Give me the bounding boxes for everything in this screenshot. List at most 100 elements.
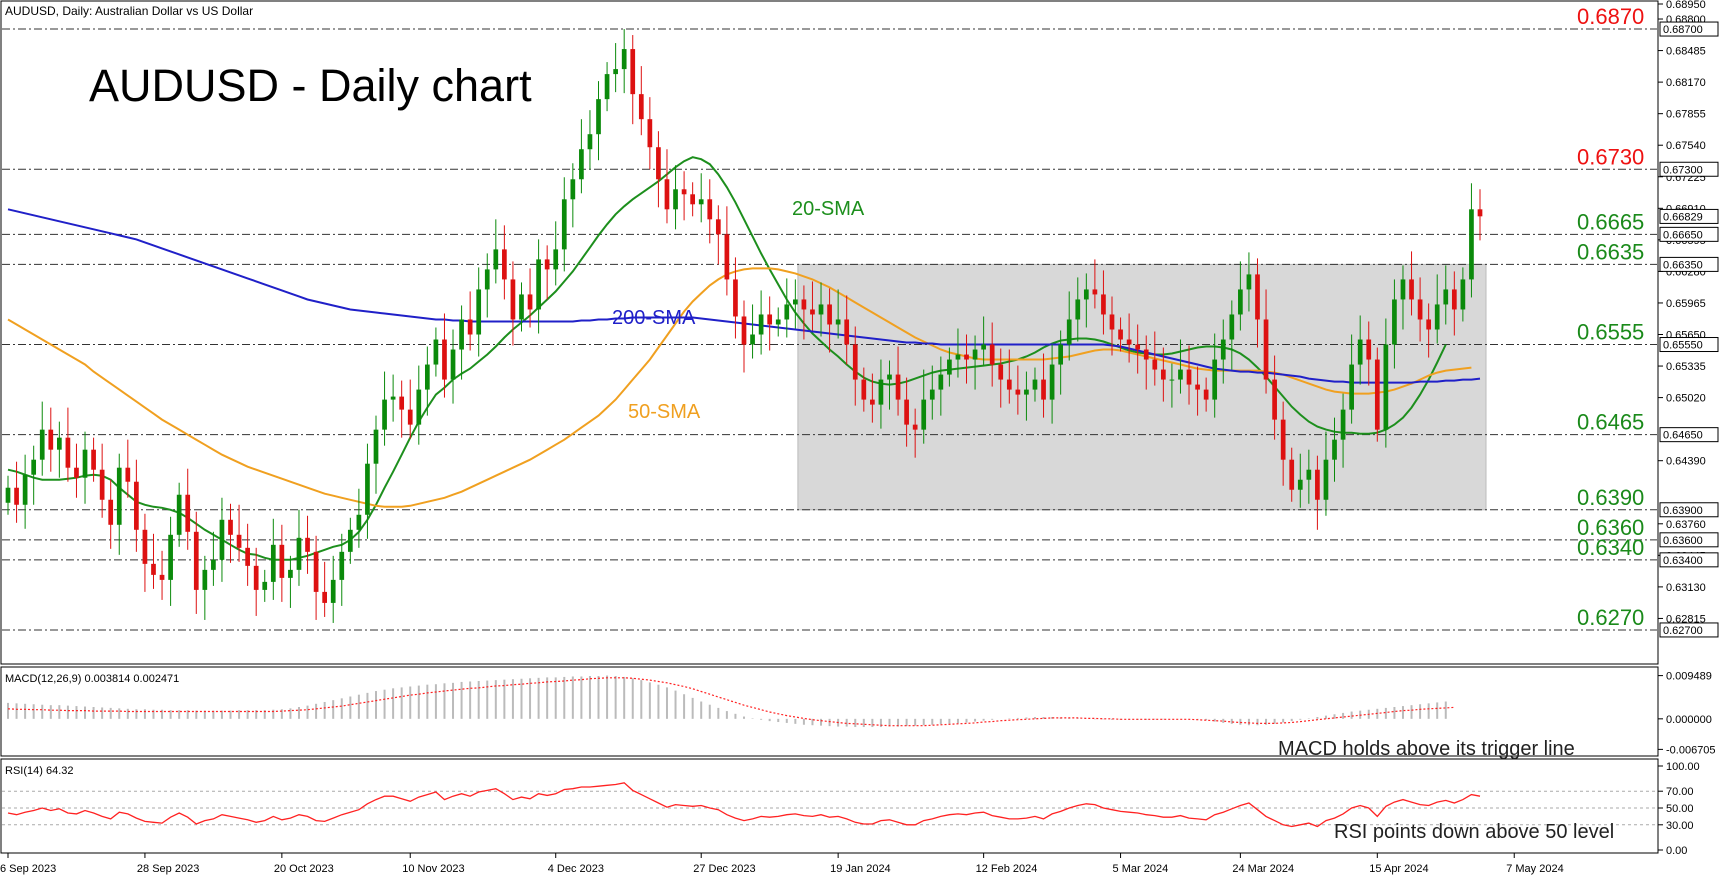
candle-body: [1255, 274, 1260, 320]
rsi-panel-frame: [0, 758, 1659, 854]
macd-tick-label: 0.009489: [1666, 671, 1712, 683]
candle-body: [1417, 299, 1423, 320]
candle-body: [1032, 379, 1038, 390]
price-badge-text: 0.62700: [1663, 625, 1703, 637]
price-badge-box: [1659, 552, 1719, 568]
candle-body: [99, 469, 105, 500]
level-label: 0.6665: [1577, 209, 1644, 234]
candle-body: [339, 551, 345, 580]
candle-body: [938, 374, 944, 390]
candle-body: [1075, 299, 1081, 320]
candle-body: [1289, 459, 1295, 490]
rsi-tick-label: 50.00: [1666, 803, 1694, 815]
date-tick-label: 12 Feb 2024: [976, 863, 1038, 875]
rsi-tick-label: 100.00: [1666, 761, 1700, 773]
candle-body: [1212, 359, 1218, 400]
candle-body: [108, 499, 114, 525]
price-tick-label: 0.65965: [1666, 298, 1706, 310]
candle-body: [818, 304, 824, 315]
candle-body: [1246, 274, 1252, 290]
candle-body: [31, 459, 37, 475]
candle-body: [1238, 289, 1243, 315]
date-axis: 6 Sep 2023 28 Sep 2023 20 Oct 2023 10 Nov 2…: [0, 853, 1564, 875]
candle-body: [981, 344, 986, 350]
candle-body: [1477, 209, 1483, 217]
macd-signal-line: [7, 677, 1455, 727]
level-label: 0.6340: [1577, 535, 1644, 560]
candle-body: [296, 537, 302, 570]
price-badge-text: 0.63600: [1663, 535, 1703, 547]
level-label: 0.6390: [1577, 485, 1644, 510]
price-badge-text: 0.67300: [1663, 164, 1703, 176]
price-tick-label: 0.65020: [1666, 393, 1706, 405]
candle-body: [125, 467, 131, 482]
candle-body: [262, 581, 268, 590]
macd-title: MACD(12,26,9) 0.003814 0.002471: [5, 673, 179, 685]
sma50-label: 50-SMA: [628, 401, 701, 423]
candle-body: [1315, 469, 1320, 500]
price-badge-box: [1659, 226, 1719, 242]
candle-body: [1443, 289, 1449, 305]
candle-body: [399, 396, 405, 410]
candle-body: [801, 299, 807, 310]
rsi-line: [7, 782, 1481, 828]
candle-body: [1169, 379, 1175, 381]
level-labels: 0.6870 0.6730 0.6665 0.6635 0.6555 0.6465 0.63…: [1577, 4, 1644, 630]
price-tick-label: 0.65335: [1666, 361, 1706, 373]
candle-body: [1092, 289, 1098, 295]
candle-body: [998, 364, 1004, 380]
candle-body: [955, 354, 961, 360]
candle-body: [1229, 314, 1235, 340]
candle-body: [895, 374, 901, 400]
candle-body: [964, 354, 969, 360]
symbol-line: AUDUSD, Daily: Australian Dollar vs US D…: [5, 4, 253, 18]
candle-body: [65, 437, 71, 468]
candle-body: [870, 399, 875, 405]
date-tick-label: 28 Sep 2023: [137, 863, 199, 875]
candle-body: [715, 219, 721, 235]
level-label: 0.6270: [1577, 605, 1644, 630]
candle-body: [921, 399, 927, 430]
price-badge-box: [1659, 256, 1719, 272]
candle-body: [1340, 409, 1346, 440]
price-badge-box: [1659, 532, 1719, 548]
price-badge-text: 0.66829: [1663, 211, 1703, 223]
sma20-label: 20-SMA: [792, 198, 865, 220]
price-panel-frame: [0, 0, 1659, 665]
candle-body: [502, 249, 507, 280]
price-badge-text: 0.68700: [1663, 24, 1703, 36]
candle-body: [193, 531, 199, 590]
candle-body: [1186, 369, 1192, 385]
candle-body: [382, 399, 387, 430]
candle-body: [159, 574, 165, 580]
rsi-tick-label: 70.00: [1666, 786, 1694, 798]
candle-body: [407, 409, 413, 425]
price-badge-box: [1659, 502, 1719, 518]
candle-body: [185, 494, 191, 532]
candle-body: [365, 463, 370, 515]
rsi-axis: 100.00 70.00 50.00 30.00 0.00: [1658, 761, 1700, 857]
candle-body: [792, 299, 798, 305]
level-label: 0.6465: [1577, 410, 1644, 435]
rsi-tick-label: 0.00: [1666, 845, 1687, 857]
date-tick-label: 7 May 2024: [1506, 863, 1563, 875]
candle-body: [972, 349, 978, 360]
macd-axis: 0.009489 0.000000 -0.006705: [1658, 671, 1716, 756]
candle-body: [1409, 279, 1414, 300]
date-tick-label: 27 Dec 2023: [693, 863, 755, 875]
candle-body: [1126, 339, 1132, 345]
candle-body: [5, 487, 11, 503]
candle-body: [989, 344, 995, 365]
candle-body: [253, 565, 259, 590]
price-tick-label: 0.67855: [1666, 109, 1706, 121]
candle-body: [929, 389, 935, 400]
candle-body: [1049, 364, 1055, 400]
candle-body: [211, 559, 216, 570]
macd-panel: [7, 675, 1455, 728]
candle-body: [664, 179, 670, 210]
price-badge-text: 0.66350: [1663, 259, 1703, 271]
candle-body: [134, 481, 139, 530]
candle-body: [1451, 289, 1457, 310]
macd-panel-frame: [0, 666, 1659, 757]
candle-body: [1143, 349, 1149, 360]
